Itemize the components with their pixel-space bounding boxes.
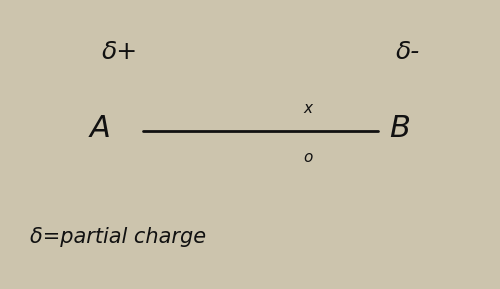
Text: x: x [303, 101, 312, 116]
Text: δ-: δ- [396, 40, 419, 64]
Text: A: A [90, 114, 110, 143]
Text: δ=partial charge: δ=partial charge [30, 227, 206, 247]
Text: B: B [390, 114, 410, 143]
Text: δ+: δ+ [102, 40, 138, 64]
Text: o: o [303, 150, 312, 165]
